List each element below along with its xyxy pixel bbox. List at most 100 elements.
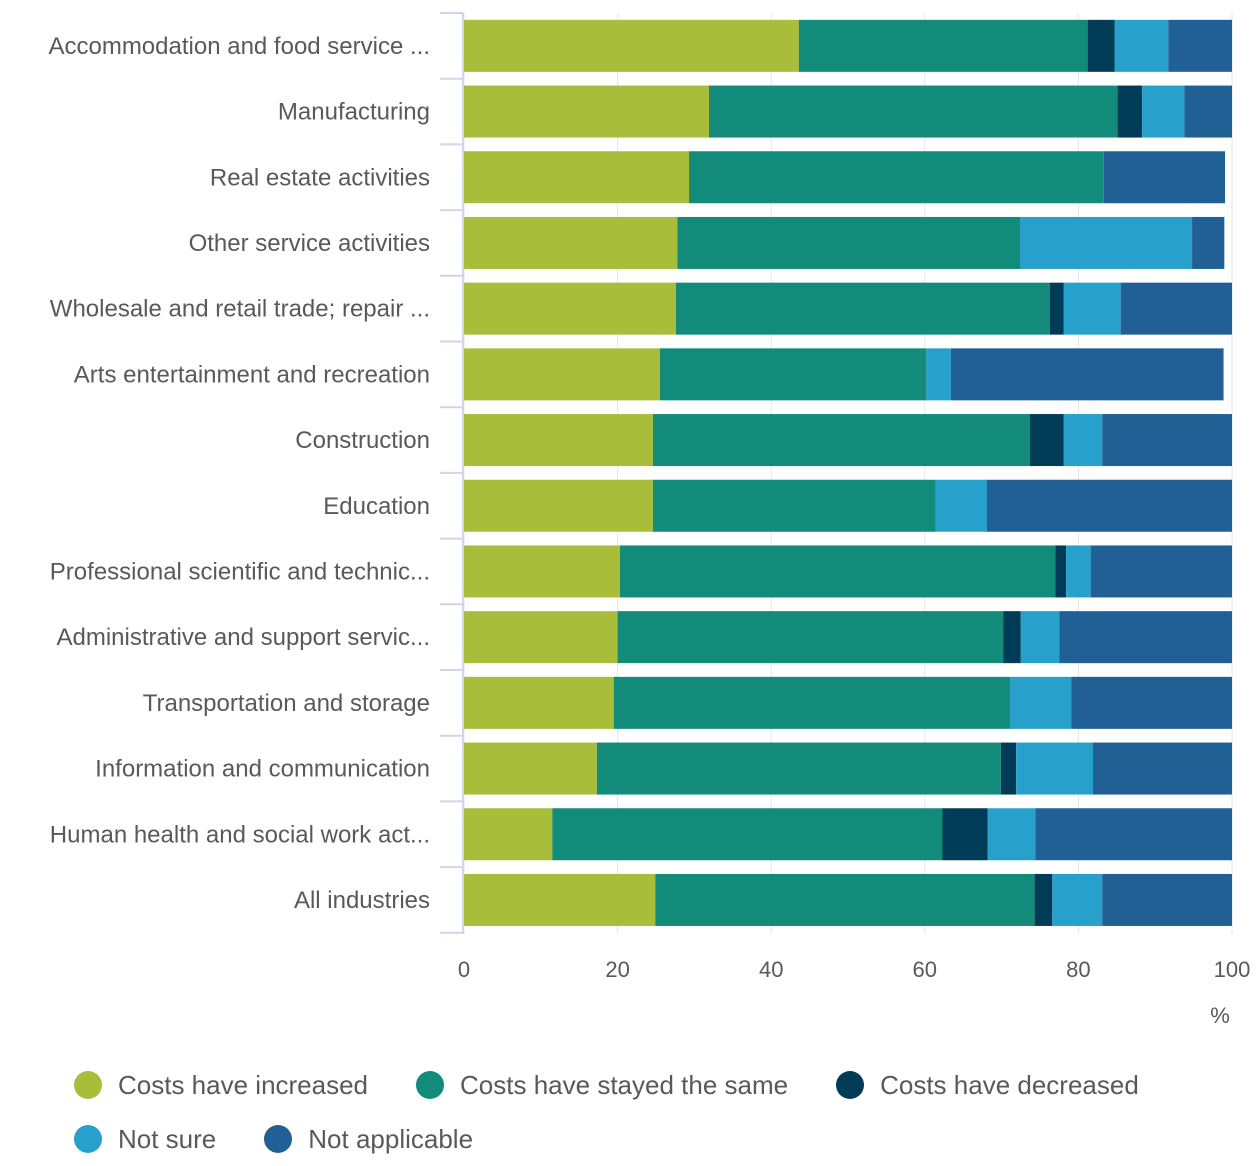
bar-segment[interactable] [596,742,1001,795]
bar-segment[interactable] [464,611,618,664]
bar-segment[interactable] [935,479,988,532]
category-label: All industries [294,887,430,914]
bar-segment[interactable] [708,85,1118,138]
stacked-bar-chart: Accommodation and food service ... Manufa… [48,12,1250,1028]
legend-label: Costs have stayed the same [460,1069,789,1100]
bar-segment[interactable] [1034,873,1053,926]
bar-segment[interactable] [552,808,943,861]
legend-swatch-icon [74,1125,102,1153]
bar-segment[interactable] [1192,216,1225,269]
bar-segment[interactable] [1010,676,1072,729]
category-label: Human health and social work act... [50,821,430,848]
bar-segment[interactable] [1030,414,1064,467]
bar-segment[interactable] [1114,19,1169,72]
bar-segment[interactable] [1120,282,1232,335]
bar-segment[interactable] [1003,611,1021,664]
bar-segment[interactable] [1087,19,1115,72]
category-label: Manufacturing [278,99,430,126]
bar-segment[interactable] [464,808,553,861]
bar-segment[interactable] [675,282,1050,335]
tick-label: 60 [913,957,937,982]
bar-segment[interactable] [464,545,620,598]
bar-segment[interactable] [942,808,988,861]
bar-segment[interactable] [1066,545,1091,598]
value-axis-ticks: 0 20 40 60 80 100 [458,957,1250,982]
legend-swatch-icon [416,1071,445,1099]
category-labels: Accommodation and food service ... Manufa… [48,33,430,914]
legend-swatch-icon [836,1071,865,1099]
category-axis [440,12,464,934]
category-label: Wholesale and retail trade; repair ... [50,296,430,323]
gridlines [463,13,1233,934]
bar-segment[interactable] [464,85,709,138]
bar-segment[interactable] [1063,414,1103,467]
legend-item[interactable]: Costs have decreased [836,1070,1139,1101]
category-label: Professional scientific and technic... [50,558,430,585]
bar-segment[interactable] [987,479,1232,532]
bar-series [464,19,1232,926]
bar-segment[interactable] [464,742,597,795]
bar-segment[interactable] [1103,151,1226,204]
bar-segment[interactable] [1092,742,1232,795]
bar-segment[interactable] [689,151,1104,204]
bar-segment[interactable] [1117,85,1143,138]
category-label: Other service activities [189,230,430,257]
bar-segment[interactable] [1059,611,1232,664]
legend-item[interactable]: Not applicable [264,1124,473,1155]
category-label: Accommodation and food service ... [48,33,430,60]
bar-segment[interactable] [464,873,656,926]
bar-segment[interactable] [652,479,936,532]
bar-segment[interactable] [464,414,653,467]
bar-segment[interactable] [464,151,690,204]
bar-segment[interactable] [464,479,653,532]
bar-segment[interactable] [1071,676,1232,729]
category-label: Arts entertainment and recreation [74,361,430,388]
bar-segment[interactable] [1049,282,1064,335]
legend-item[interactable]: Costs have stayed the same [416,1070,788,1101]
bar-segment[interactable] [464,282,676,335]
bar-segment[interactable] [1102,414,1232,467]
legend-item[interactable]: Costs have increased [74,1070,368,1101]
tick-label: 80 [1066,957,1090,982]
legend-label: Costs have decreased [880,1069,1139,1100]
bar-segment[interactable] [1090,545,1232,598]
bar-segment[interactable] [1055,545,1067,598]
category-label: Education [323,493,430,520]
bar-segment[interactable] [1168,19,1232,72]
bar-segment[interactable] [464,348,660,401]
bar-segment[interactable] [1063,282,1121,335]
bar-segment[interactable] [1102,873,1232,926]
bar-segment[interactable] [1000,742,1017,795]
category-label: Information and communication [95,756,430,783]
bar-segment[interactable] [464,676,614,729]
value-axis-unit: % [1210,1003,1230,1028]
bar-segment[interactable] [1035,808,1232,861]
bar-segment[interactable] [613,676,1011,729]
legend-label: Not applicable [308,1123,474,1154]
bar-segment[interactable] [1184,85,1232,138]
bar-segment[interactable] [1142,85,1185,138]
bar-segment[interactable] [1052,873,1103,926]
bar-segment[interactable] [926,348,951,401]
bar-segment[interactable] [1016,742,1093,795]
legend-item[interactable]: Not sure [74,1124,216,1155]
bar-segment[interactable] [655,873,1035,926]
bar-segment[interactable] [464,216,678,269]
bar-segment[interactable] [619,545,1056,598]
bar-segment[interactable] [677,216,1021,269]
category-label: Construction [295,427,430,454]
bar-segment[interactable] [1020,611,1060,664]
tick-label: 0 [458,957,470,982]
bar-segment[interactable] [652,414,1031,467]
tick-label: 40 [759,957,783,982]
bar-segment[interactable] [1020,216,1193,269]
category-label: Real estate activities [210,164,430,191]
bar-segment[interactable] [950,348,1224,401]
tick-label: 100 [1214,957,1251,982]
bar-segment[interactable] [659,348,927,401]
bar-segment[interactable] [987,808,1036,861]
bar-segment[interactable] [798,19,1088,72]
legend-label: Not sure [118,1123,217,1154]
bar-segment[interactable] [617,611,1004,664]
bar-segment[interactable] [464,19,799,72]
